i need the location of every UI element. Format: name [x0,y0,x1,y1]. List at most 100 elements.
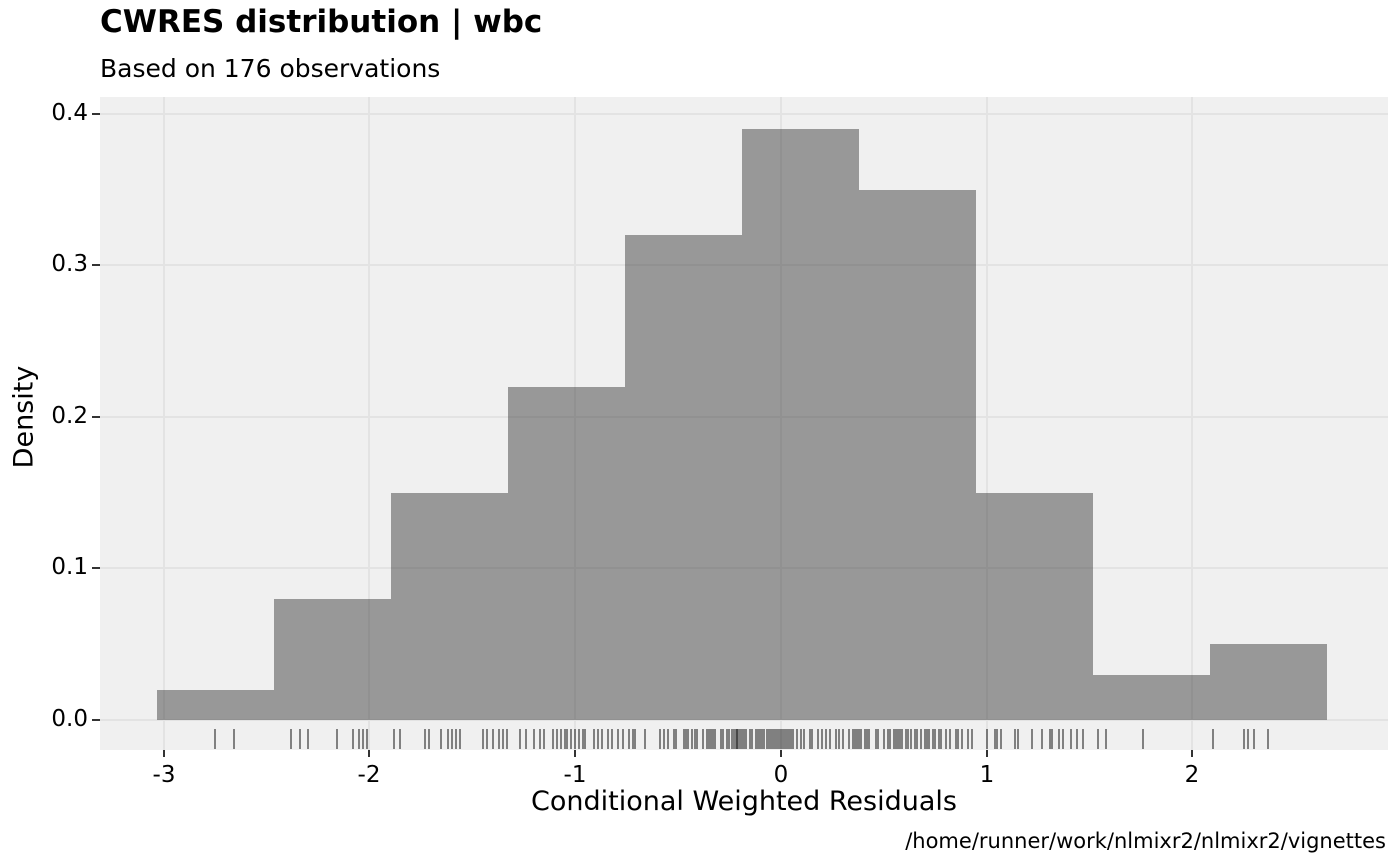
rug-mark [336,729,338,749]
y-tick-label: 0.1 [51,554,88,580]
rug-mark [811,729,813,749]
rug-mark [1014,729,1016,749]
rug-mark [352,729,354,749]
rug-mark [1253,729,1255,749]
rug-mark [897,729,899,749]
rug-mark [710,729,712,749]
rug-mark [539,729,541,749]
rug-mark [741,729,743,749]
rug-mark [607,729,609,749]
rug-mark [877,729,879,749]
rug-mark [770,729,772,749]
grid-line-y [100,719,1388,721]
rug-mark [290,729,292,749]
y-axis-title: Density [8,365,40,469]
x-axis-tick [986,750,988,757]
x-axis-tick [780,750,782,757]
rug-mark [916,729,918,749]
rug-mark [838,729,840,749]
x-tick-label: -1 [563,762,587,788]
rug-mark [525,729,527,749]
rug-mark [1031,729,1033,749]
rug-mark [706,729,708,749]
rug-mark [455,729,457,749]
rug-mark [574,729,576,749]
rug-mark [774,729,776,749]
rug-mark [720,729,722,749]
rug-mark [714,729,716,749]
rug-mark [786,729,788,749]
rug-mark [566,729,568,749]
y-axis-tick [92,416,100,418]
x-tick-label: 2 [1184,762,1200,788]
rug-mark [926,729,928,749]
rug-mark [399,729,401,749]
rug-mark [1041,729,1043,749]
rug-mark [570,729,572,749]
grid-line-x [986,97,988,750]
rug-mark [986,729,988,749]
rug-mark [498,729,500,749]
rug-mark [552,729,554,749]
y-axis-tick [92,113,100,115]
rug-mark [755,729,757,749]
rug-mark [875,729,877,749]
rug-mark [506,729,508,749]
rug-mark [673,729,675,749]
rug-mark [424,729,426,749]
histogram-bar [742,129,859,720]
histogram-bar [976,493,1093,720]
rug-mark [868,729,870,749]
rug-mark [1105,729,1107,749]
rug-mark [776,729,778,749]
rug-mark [617,729,619,749]
x-tick-label: -2 [357,762,381,788]
rug-mark [825,729,827,749]
rug-mark [685,729,687,749]
rug-mark [597,729,599,749]
rug-mark [632,729,634,749]
rug-mark [451,729,453,749]
rug-mark [749,729,751,749]
rug-mark [1212,729,1214,749]
rug-mark [726,729,728,749]
rug-mark [856,729,858,749]
rug-mark [994,729,996,749]
rug-mark [628,729,630,749]
rug-mark [307,729,309,749]
x-tick-label: 0 [773,762,789,788]
rug-mark [852,729,854,749]
rug-mark [766,729,768,749]
rug-mark [835,729,837,749]
rug-mark [961,729,963,749]
rug-mark [889,729,891,749]
rug-mark [712,729,714,749]
rug-mark [1062,729,1064,749]
rug-mark [842,729,844,749]
rug-mark [920,729,922,749]
x-axis-tick [574,750,576,757]
rug-mark [895,729,897,749]
rug-mark [696,729,698,749]
rug-mark [967,729,969,749]
rug-mark [366,729,368,749]
rug-mark [829,729,831,749]
rug-mark [751,729,753,749]
rug-mark [883,729,885,749]
histogram-bar [1093,675,1210,720]
rug-mark [428,729,430,749]
rug-mark [864,729,866,749]
rug-mark [809,729,811,749]
caption-text: /home/runner/work/nlmixr2/nlmixr2/vignet… [905,829,1386,853]
rug-mark [1267,729,1269,749]
plot-subtitle: Based on 176 observations [100,54,441,83]
rug-mark [362,729,364,749]
rug-mark [667,729,669,749]
rug-mark [492,729,494,749]
rug-mark [924,729,926,749]
rug-mark [447,729,449,749]
rug-mark [768,729,770,749]
histogram-bar [274,599,391,720]
rug-mark [722,729,724,749]
